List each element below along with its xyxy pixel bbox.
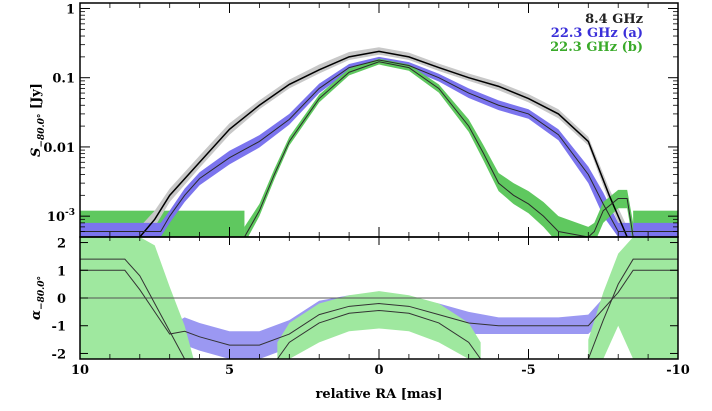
bottom-ytick-label-2: 0: [57, 292, 66, 307]
bottom-ytick-label-1: 1: [57, 264, 66, 279]
xtick-label-4: -10: [666, 363, 690, 378]
xtick-label-3: -5: [521, 363, 535, 378]
alpha-line-8-4-22-3-ghz-b-edge: [587, 258, 678, 359]
legend-entry-8-4-ghz: 8.4 GHz: [585, 12, 643, 27]
top-ytick-label-1: 0.1: [52, 72, 75, 87]
top-y-axis-unit: [Jy]: [29, 83, 44, 114]
bottom-y-axis-subscript: −80.0°: [37, 276, 47, 310]
xtick-label-1: 5: [225, 363, 234, 378]
alpha-line-8-4-22-3-ghz-b: [80, 258, 194, 359]
top-ytick-label-exp-3: -3: [65, 208, 75, 218]
bottom-ytick-label-0: 2: [57, 237, 66, 252]
xtick-label-2: 0: [374, 363, 383, 378]
bottom-lines: [80, 258, 678, 359]
bottom-y-axis-label: α−80.0°: [29, 276, 47, 320]
line-22-3-ghz-a: [80, 59, 678, 233]
line-22-3-ghz-b: [244, 61, 634, 237]
x-axis-label: relative RA [mas]: [316, 387, 443, 402]
top-lines: [80, 50, 678, 237]
top-y-axis-label: S−80.0° [Jy]: [29, 83, 47, 157]
top-y-axis-symbol: S: [29, 148, 44, 157]
alpha-band-8-4-22-3-ghz-b-core: [277, 291, 481, 359]
alpha-line-8-4-22-3-ghz-b-core: [276, 309, 482, 359]
top-ytick-label-3: 10-3: [47, 208, 75, 225]
line-8-4-ghz: [139, 50, 628, 237]
alpha-line-8-4-22-3-ghz-a: [80, 269, 678, 346]
xtick-label-0: 10: [71, 363, 89, 378]
legend-entry-22-3-ghz-a: 22.3 GHz (a): [551, 26, 643, 41]
bottom-y-axis-symbol: α: [29, 310, 44, 320]
top-ytick-label-0: 1: [66, 2, 75, 17]
top-y-axis-subscript: −80.0°: [37, 114, 47, 148]
bottom-panel-frame: [79, 236, 679, 360]
top-bands: [80, 47, 678, 237]
band-22-3-ghz-a: [80, 56, 678, 237]
top-ytick-label-2: 0.01: [43, 141, 75, 156]
bottom-ytick-label-4: -2: [52, 347, 66, 362]
bottom-ytick-label-3: -1: [52, 320, 66, 335]
top-ytick-label-base-3: 10: [47, 210, 65, 225]
legend-entry-22-3-ghz-b: 22.3 GHz (b): [550, 40, 643, 55]
